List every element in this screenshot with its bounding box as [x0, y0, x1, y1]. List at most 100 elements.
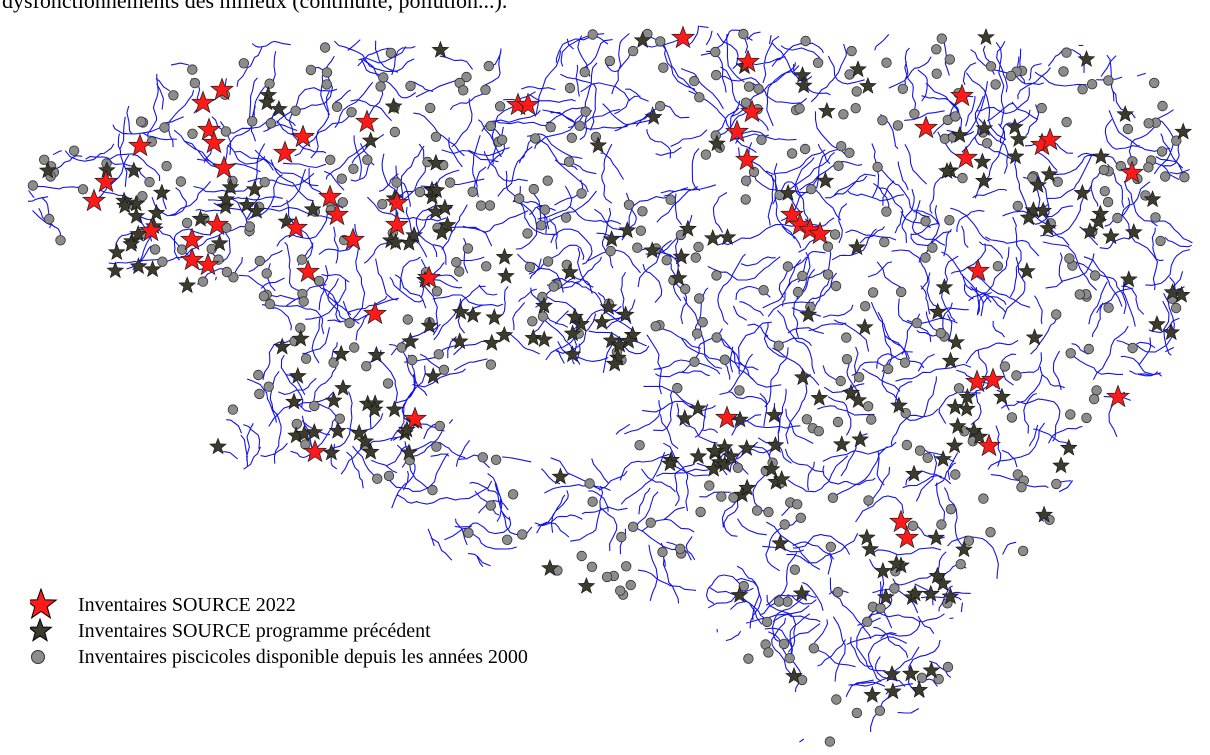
previous-program-star	[361, 131, 380, 149]
previous-program-star	[938, 162, 956, 179]
fish-inventory-point	[621, 561, 632, 572]
fish-inventory-point	[537, 311, 549, 322]
fish-inventory-point	[875, 603, 886, 614]
fish-inventory-point	[795, 512, 807, 524]
fish-inventory-point	[1077, 84, 1088, 95]
source-2022-star	[197, 117, 221, 141]
previous-program-star	[948, 416, 967, 434]
fish-inventory-point	[291, 418, 303, 430]
fish-inventory-point	[425, 102, 436, 114]
previous-program-star	[1174, 122, 1193, 140]
previous-program-star	[945, 436, 964, 454]
fish-inventory-point	[860, 301, 871, 312]
fish-inventory-point	[881, 206, 892, 217]
fish-inventory-point	[159, 122, 170, 133]
previous-program-star	[689, 447, 708, 465]
previous-program-star	[883, 664, 901, 682]
fish-inventory-point	[187, 128, 198, 140]
fish-inventory-point	[427, 484, 438, 496]
fish-inventory-point	[830, 280, 842, 292]
fish-inventory-point	[336, 173, 348, 184]
previous-program-star	[817, 101, 836, 119]
previous-program-star	[1024, 201, 1043, 218]
fish-inventory-point	[1051, 478, 1062, 490]
fish-inventory-point	[851, 86, 862, 97]
fish-inventory-point	[494, 101, 506, 112]
fish-inventory-point	[321, 79, 333, 90]
fish-inventory-point	[604, 55, 616, 67]
fish-inventory-point	[536, 220, 547, 231]
fish-inventory-point	[689, 356, 700, 368]
fish-inventory-point	[405, 80, 416, 92]
fish-inventory-point	[758, 285, 769, 296]
previous-program-star	[765, 405, 784, 423]
previous-program-star	[431, 40, 450, 58]
source-2022-star	[385, 212, 409, 236]
previous-program-star	[849, 391, 868, 408]
fish-inventory-point	[462, 243, 474, 254]
fish-inventory-point	[349, 342, 360, 353]
previous-program-star	[1124, 223, 1143, 240]
fish-inventory-point	[254, 255, 265, 267]
previous-program-star	[1116, 105, 1135, 122]
fish-inventory-point	[539, 204, 551, 215]
fish-inventory-point	[259, 176, 270, 188]
source-2022-star	[1120, 160, 1144, 184]
fish-inventory-point	[290, 105, 301, 117]
previous-program-star	[129, 224, 148, 242]
fish-inventory-point	[1156, 146, 1168, 157]
fish-inventory-point	[808, 643, 820, 654]
fish-inventory-point	[372, 473, 383, 484]
previous-program-star	[1102, 227, 1120, 245]
previous-program-star	[688, 399, 707, 417]
fish-inventory-point	[378, 72, 389, 83]
fish-inventory-point	[1157, 100, 1168, 112]
fish-inventory-point	[657, 546, 668, 558]
previous-program-star	[1059, 438, 1078, 456]
previous-program-star	[703, 229, 722, 246]
previous-program-star	[857, 528, 876, 546]
fish-inventory-point	[451, 257, 462, 268]
fish-inventory-point	[484, 200, 496, 211]
fish-inventory-point	[773, 340, 784, 351]
fish-inventory-point	[1102, 196, 1114, 208]
previous-program-star	[771, 534, 790, 552]
source-2022-star	[1038, 127, 1062, 151]
fish-inventory-point	[137, 190, 148, 202]
previous-program-star	[737, 439, 756, 456]
fish-inventory-point	[792, 286, 804, 298]
fish-inventory-point	[1143, 118, 1154, 129]
fish-inventory-point	[753, 83, 764, 95]
previous-program-star	[245, 180, 264, 197]
fish-inventory-point	[782, 261, 794, 272]
fish-inventory-point	[175, 176, 187, 187]
fish-inventory-point	[695, 506, 706, 518]
fish-inventory-point	[944, 214, 955, 226]
fish-inventory-point	[1103, 75, 1114, 86]
legend-item-source-previous: Inventaires SOURCE programme précédent	[30, 617, 528, 644]
previous-program-star	[958, 387, 977, 405]
fish-inventory-point	[263, 381, 274, 392]
fish-inventory-point	[1005, 70, 1017, 82]
previous-program-star	[405, 226, 424, 243]
previous-program-star	[401, 332, 420, 350]
source-2022-star	[671, 25, 695, 49]
fish-inventory-point	[835, 375, 846, 387]
fish-inventory-point	[253, 369, 264, 381]
previous-program-star	[561, 263, 579, 280]
fish-inventory-point	[389, 126, 401, 138]
fish-inventory-point	[1052, 176, 1063, 188]
fish-inventory-point	[690, 252, 702, 263]
fish-inventory-point	[874, 705, 886, 717]
fish-inventory-point	[623, 199, 635, 211]
fish-inventory-point	[296, 254, 308, 265]
fish-inventory-point	[784, 653, 795, 664]
source-2022-star	[355, 109, 379, 133]
fish-inventory-point	[1159, 171, 1171, 182]
fish-inventory-point	[348, 163, 359, 175]
fish-inventory-point	[485, 120, 496, 132]
fish-inventory-point	[1058, 66, 1069, 77]
fish-inventory-point	[813, 426, 825, 437]
previous-program-star	[427, 181, 446, 199]
fish-inventory-point	[454, 266, 465, 277]
